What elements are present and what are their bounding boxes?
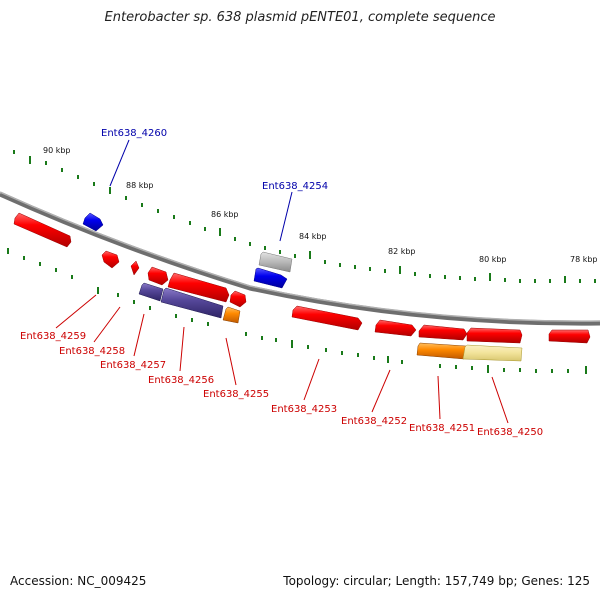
gene-label-4254[interactable]: Ent638_4254: [262, 181, 328, 192]
gene-ent638-4252[interactable]: [374, 319, 417, 337]
gene-label-4250[interactable]: Ent638_4250: [477, 427, 543, 438]
gene-label-4257[interactable]: Ent638_4257: [100, 360, 166, 371]
gene-red-left-outer[interactable]: [13, 212, 72, 248]
gene-label-4258[interactable]: Ent638_4258: [59, 346, 125, 357]
gene-ent638-4251[interactable]: [418, 324, 468, 341]
outer-tick-ring: [13, 150, 596, 283]
gene-ent638-4256-purple-a[interactable]: [138, 282, 164, 302]
gene-ent638-4253[interactable]: [291, 305, 363, 331]
leader-line-4253: [303, 358, 320, 401]
leader-line-4258: [93, 306, 121, 343]
gene-label-4260[interactable]: Ent638_4260: [101, 128, 167, 139]
leader-line-4254: [279, 191, 293, 242]
kbp-label-78: 78 kbp: [570, 255, 598, 264]
gene-red-4255-outer[interactable]: [229, 290, 247, 308]
kbp-label-80: 80 kbp: [479, 255, 507, 264]
accession-text: Accession: NC_009425: [10, 574, 147, 588]
map-title: Enterobacter sp. 638 plasmid pENTE01, co…: [104, 10, 496, 25]
gene-ent638-4260[interactable]: [82, 212, 104, 232]
gene-ent638-4255-orange[interactable]: [222, 306, 241, 324]
kbp-label-90: 90 kbp: [43, 146, 71, 155]
leader-line-4255: [225, 337, 237, 386]
inner-tick-ring: [7, 248, 587, 374]
leader-line-4257: [133, 313, 145, 357]
gene-label-4253[interactable]: Ent638_4253: [271, 404, 337, 415]
leader-line-4256: [179, 326, 185, 372]
gene-label-4256[interactable]: Ent638_4256: [148, 375, 214, 386]
gene-label-4251[interactable]: Ent638_4251: [409, 423, 475, 434]
gene-ent638-4257[interactable]: [147, 266, 169, 286]
leader-line-4250: [491, 376, 509, 424]
leader-line-4251: [437, 375, 441, 420]
summary-text: Topology: circular; Length: 157,749 bp; …: [283, 574, 590, 588]
gene-ent638-4254-gray[interactable]: [258, 251, 293, 273]
gene-red-4256-outer[interactable]: [167, 272, 230, 303]
gene-red-right-edge[interactable]: [548, 329, 591, 344]
gene-ent638-4250-yellow[interactable]: [462, 344, 523, 362]
leader-line-4252: [371, 369, 391, 413]
kbp-label-84: 84 kbp: [299, 232, 327, 241]
leader-line-4259: [55, 294, 97, 329]
kbp-label-88: 88 kbp: [126, 181, 154, 190]
kbp-label-82: 82 kbp: [388, 247, 416, 256]
kbp-label-86: 86 kbp: [211, 210, 239, 219]
gene-ent638-4254-blue[interactable]: [253, 267, 288, 289]
gene-label-4252[interactable]: Ent638_4252: [341, 416, 407, 427]
gene-ent638-4256-purple-b[interactable]: [160, 287, 224, 319]
gene-label-4259[interactable]: Ent638_4259: [20, 331, 86, 342]
gene-ent638-4251-orange[interactable]: [416, 342, 467, 360]
gene-ent638-4259[interactable]: [101, 250, 120, 269]
plasmid-backbone: [0, 191, 600, 326]
leader-line-4260: [109, 139, 130, 187]
gene-ent638-4250[interactable]: [466, 327, 523, 344]
gene-label-4255[interactable]: Ent638_4255: [203, 389, 269, 400]
gene-ent638-4258[interactable]: [130, 260, 140, 276]
